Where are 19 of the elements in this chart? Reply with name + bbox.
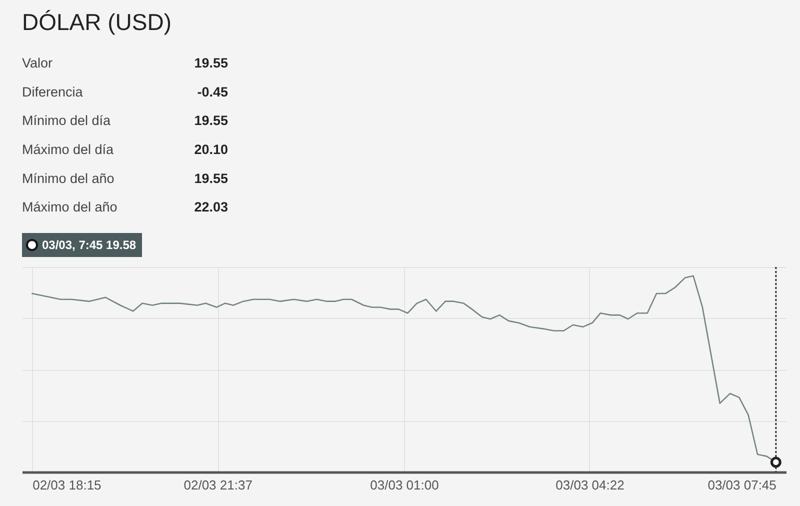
data-label: 19.55 bbox=[194, 113, 228, 128]
category-label: Mínimo del año bbox=[22, 170, 114, 186]
data-label: 19.55 bbox=[194, 55, 228, 70]
x-tick-label: 02/03 18:15 bbox=[32, 478, 102, 492]
data-label: 22.03 bbox=[194, 200, 228, 215]
category-label: Diferencia bbox=[22, 84, 84, 100]
category-label: Máximo del año bbox=[22, 200, 118, 215]
text: DÓLAR (USD) bbox=[22, 9, 172, 35]
category-label: Máximo del día bbox=[22, 142, 114, 157]
category-label: Valor bbox=[22, 55, 54, 70]
data-label: -0.45 bbox=[197, 84, 228, 100]
category-label: Mínimo del día bbox=[22, 113, 112, 128]
text: 03/03, 7:45 19.58 bbox=[42, 238, 136, 252]
x-tick-label: 02/03 21:37 bbox=[184, 478, 252, 492]
x-tick-label: 03/03 07:45 bbox=[708, 478, 776, 492]
x-tick-label: 03/03 01:00 bbox=[370, 478, 439, 492]
data-label: 19.55 bbox=[194, 170, 228, 186]
x-tick-label: 03/03 04:22 bbox=[556, 478, 624, 492]
data-label: 20.10 bbox=[194, 142, 228, 157]
